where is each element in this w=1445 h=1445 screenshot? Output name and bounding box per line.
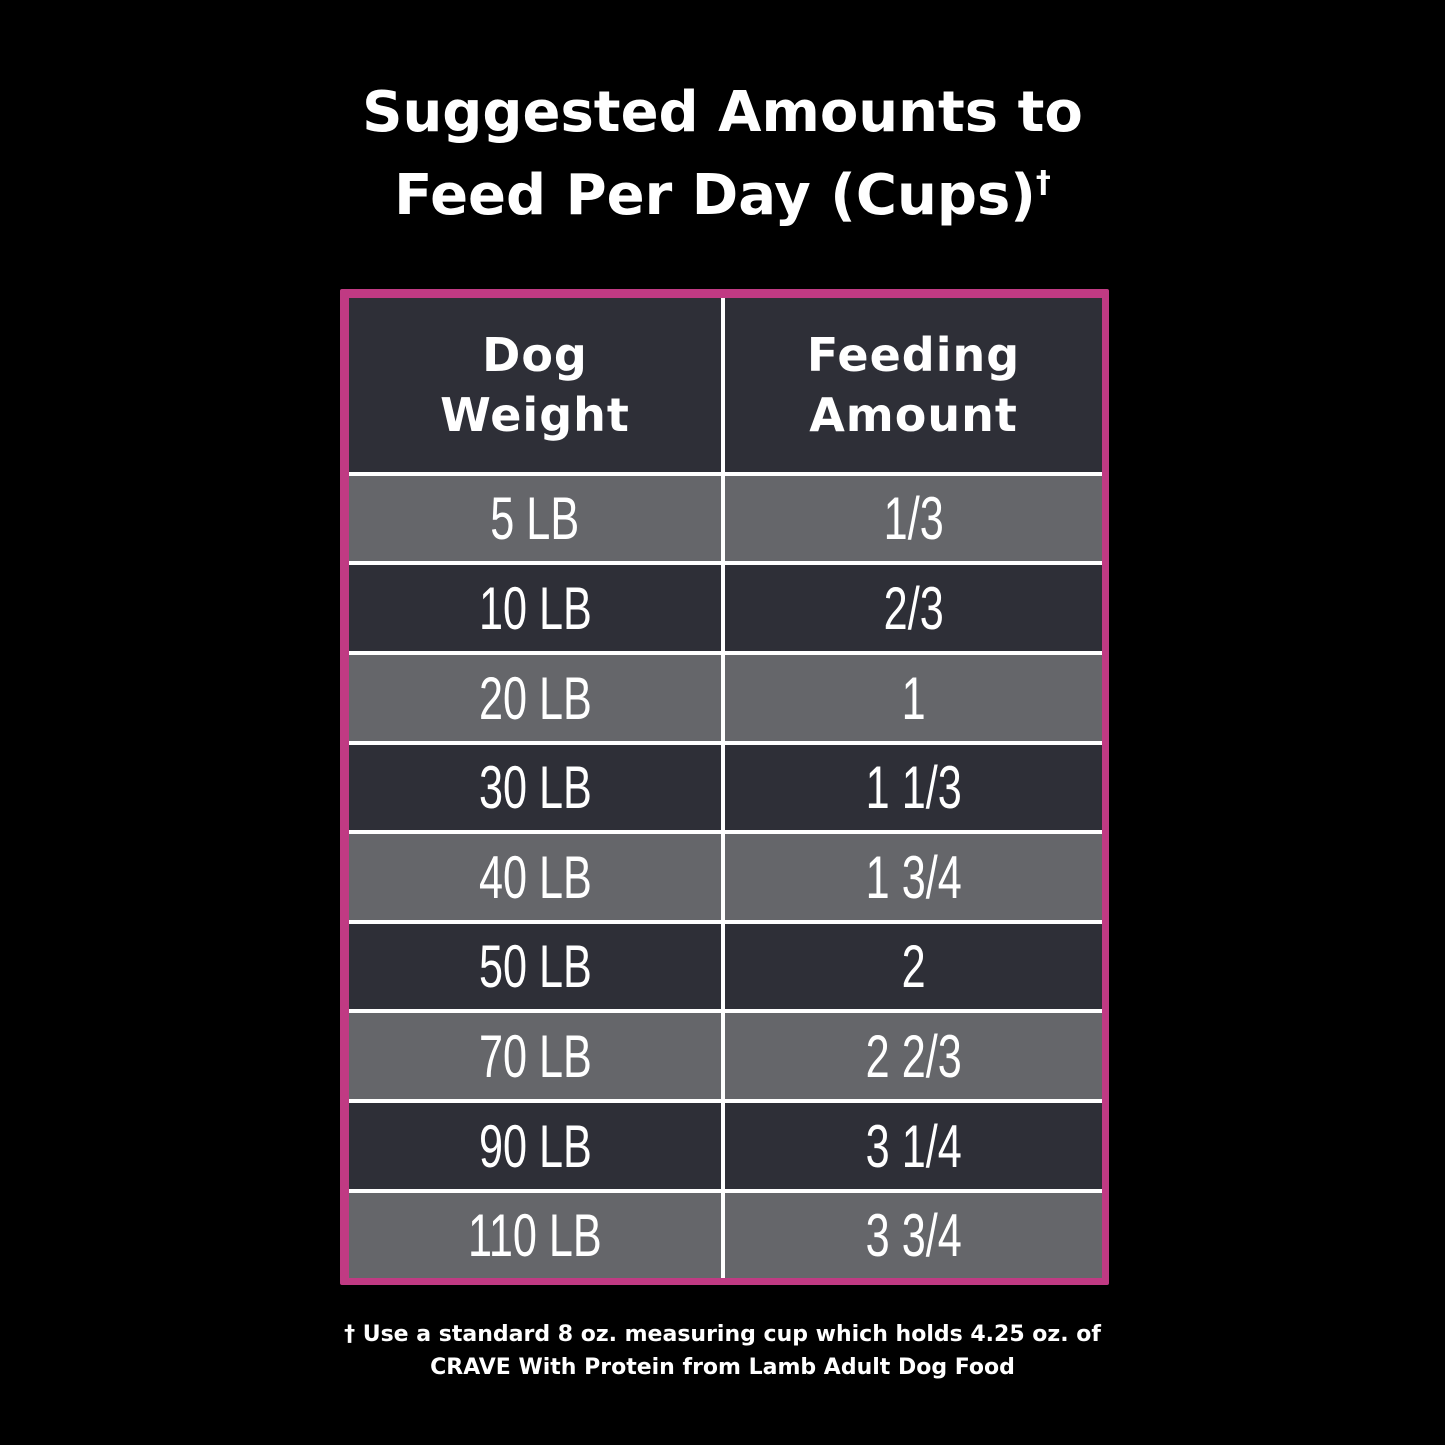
title-line-2: Feed Per Day (Cups)† [0,148,1445,231]
weight-cell: 110 LB [349,1193,721,1278]
weight-value: 30 LB [478,754,592,821]
header-feeding-amount-line-2: Amount [809,388,1018,442]
weight-cell: 10 LB [349,565,721,651]
header-feeding-amount: Feeding Amount [725,298,1102,472]
weight-cell: 20 LB [349,655,721,741]
amount-value: 2 2/3 [865,1022,962,1090]
amount-cell: 1/3 [725,476,1102,561]
weight-value: 90 LB [478,1112,592,1180]
weight-value: 10 LB [478,574,592,642]
title-line-1: Suggested Amounts to [362,80,1083,145]
amount-value: 1 1/3 [865,754,962,821]
amount-cell: 2 [725,924,1102,1009]
amount-cell: 1 3/4 [725,834,1102,920]
amount-cell: 2 2/3 [725,1013,1102,1099]
amount-cell: 3 3/4 [725,1193,1102,1278]
table-row: 110 LB 3 3/4 [349,1193,1102,1278]
feeding-table: Dog Weight Feeding Amount 5 LB 1/3 10 LB… [349,298,1102,1278]
table-row: 5 LB 1/3 [349,476,1102,561]
amount-value: 1/3 [883,485,944,552]
weight-cell: 50 LB [349,924,721,1009]
footnote-line-1: † Use a standard 8 oz. measuring cup whi… [344,1322,1101,1347]
weight-value: 70 LB [478,1022,592,1090]
weight-value: 40 LB [478,843,592,911]
footnote-line-2: CRAVE With Protein from Lamb Adult Dog F… [430,1355,1015,1380]
weight-value: 5 LB [490,485,580,552]
header-dog-weight-line-2: Weight [440,388,630,442]
table-header-row: Dog Weight Feeding Amount [349,298,1102,472]
table-row: 30 LB 1 1/3 [349,745,1102,830]
table-row: 20 LB 1 [349,655,1102,741]
header-feeding-amount-line-1: Feeding [806,328,1021,382]
weight-value: 20 LB [478,664,592,732]
table-row: 50 LB 2 [349,924,1102,1009]
amount-value: 2/3 [883,574,944,642]
amount-cell: 2/3 [725,565,1102,651]
amount-cell: 1 [725,655,1102,741]
weight-value: 50 LB [478,933,592,1000]
weight-cell: 70 LB [349,1013,721,1099]
table-row: 10 LB 2/3 [349,565,1102,651]
amount-value: 3 1/4 [865,1112,962,1180]
header-dog-weight-line-1: Dog [482,328,588,382]
header-dog-weight: Dog Weight [349,298,721,472]
weight-cell: 90 LB [349,1103,721,1189]
amount-cell: 3 1/4 [725,1103,1102,1189]
page-title: Suggested Amounts to Feed Per Day (Cups)… [0,78,1445,231]
amount-value: 1 [901,664,926,732]
amount-value: 1 3/4 [865,843,962,911]
weight-cell: 5 LB [349,476,721,561]
amount-cell: 1 1/3 [725,745,1102,830]
weight-value: 110 LB [468,1202,602,1269]
table-row: 70 LB 2 2/3 [349,1013,1102,1099]
title-line-2-text: Feed Per Day (Cups) [394,163,1036,228]
weight-cell: 30 LB [349,745,721,830]
dagger-mark: † [1035,165,1051,200]
weight-cell: 40 LB [349,834,721,920]
amount-value: 3 3/4 [865,1202,962,1269]
table-row: 40 LB 1 3/4 [349,834,1102,920]
table-row: 90 LB 3 1/4 [349,1103,1102,1189]
footnote: † Use a standard 8 oz. measuring cup whi… [0,1318,1445,1384]
amount-value: 2 [901,933,926,1000]
